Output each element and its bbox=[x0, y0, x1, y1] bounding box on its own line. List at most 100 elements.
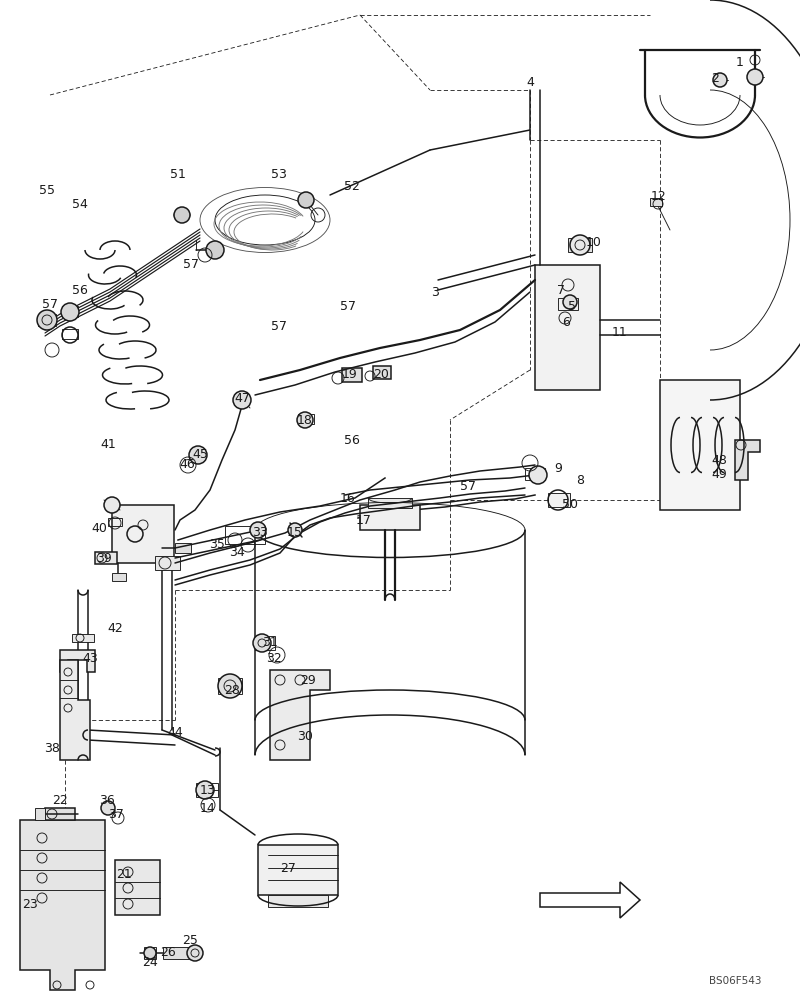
Text: 37: 37 bbox=[108, 808, 124, 822]
Text: 48: 48 bbox=[711, 454, 727, 466]
Text: 47: 47 bbox=[234, 392, 250, 406]
Circle shape bbox=[570, 235, 590, 255]
Circle shape bbox=[563, 295, 577, 309]
Text: 15: 15 bbox=[287, 526, 303, 540]
Text: 13: 13 bbox=[200, 784, 216, 798]
Bar bbox=[258, 845, 338, 895]
Circle shape bbox=[189, 446, 207, 464]
Circle shape bbox=[233, 391, 251, 409]
Text: 17: 17 bbox=[356, 514, 372, 528]
Bar bbox=[525, 468, 545, 480]
Bar bbox=[38, 314, 56, 326]
Text: 2: 2 bbox=[711, 72, 719, 85]
Bar bbox=[45, 808, 75, 820]
Polygon shape bbox=[20, 820, 105, 990]
Text: 56: 56 bbox=[344, 434, 360, 448]
Text: 39: 39 bbox=[96, 552, 112, 566]
Text: 43: 43 bbox=[82, 652, 98, 664]
Circle shape bbox=[187, 945, 203, 961]
Text: 50: 50 bbox=[562, 497, 578, 510]
Text: 57: 57 bbox=[183, 258, 199, 271]
Circle shape bbox=[37, 310, 57, 330]
Text: 5: 5 bbox=[568, 300, 576, 312]
Text: 31: 31 bbox=[262, 637, 278, 650]
Text: 52: 52 bbox=[344, 180, 360, 192]
Text: 22: 22 bbox=[52, 794, 68, 806]
Circle shape bbox=[104, 497, 120, 513]
Text: 57: 57 bbox=[42, 298, 58, 312]
Text: 10: 10 bbox=[586, 235, 602, 248]
Bar bbox=[196, 783, 218, 797]
Bar bbox=[62, 329, 78, 339]
Bar bbox=[35, 808, 45, 820]
Text: 35: 35 bbox=[209, 538, 225, 550]
Text: 27: 27 bbox=[280, 862, 296, 876]
Bar bbox=[298, 414, 314, 424]
Bar bbox=[163, 947, 193, 959]
Bar bbox=[558, 298, 578, 310]
Text: 54: 54 bbox=[72, 198, 88, 212]
Text: 19: 19 bbox=[342, 367, 358, 380]
Text: 28: 28 bbox=[224, 684, 240, 696]
Text: 56: 56 bbox=[72, 284, 88, 298]
Polygon shape bbox=[60, 650, 95, 672]
Circle shape bbox=[529, 466, 547, 484]
Circle shape bbox=[297, 412, 313, 428]
Bar bbox=[218, 678, 242, 694]
Circle shape bbox=[288, 523, 302, 537]
Text: 36: 36 bbox=[99, 794, 115, 806]
Text: 57: 57 bbox=[460, 481, 476, 493]
Text: 7: 7 bbox=[557, 284, 565, 296]
Circle shape bbox=[298, 192, 314, 208]
Text: 21: 21 bbox=[116, 868, 132, 882]
Bar bbox=[95, 552, 117, 564]
Circle shape bbox=[196, 781, 214, 799]
Circle shape bbox=[144, 947, 156, 959]
Text: 44: 44 bbox=[167, 726, 183, 740]
Text: 53: 53 bbox=[271, 168, 287, 182]
Polygon shape bbox=[735, 440, 760, 480]
Text: 24: 24 bbox=[142, 956, 158, 968]
Polygon shape bbox=[60, 660, 90, 760]
Bar bbox=[112, 573, 126, 581]
Text: BS06F543: BS06F543 bbox=[710, 976, 762, 986]
Text: 14: 14 bbox=[200, 802, 216, 814]
Bar bbox=[360, 505, 420, 530]
Text: 55: 55 bbox=[39, 184, 55, 198]
Text: 11: 11 bbox=[612, 326, 628, 340]
Bar bbox=[268, 895, 328, 907]
Bar bbox=[112, 505, 174, 563]
Text: 38: 38 bbox=[44, 742, 60, 754]
Circle shape bbox=[713, 73, 727, 87]
Text: 18: 18 bbox=[297, 414, 313, 426]
Circle shape bbox=[218, 674, 242, 698]
Text: 33: 33 bbox=[252, 526, 268, 540]
Text: 57: 57 bbox=[340, 300, 356, 312]
Bar bbox=[225, 526, 265, 544]
Text: 30: 30 bbox=[297, 730, 313, 744]
Text: 25: 25 bbox=[182, 934, 198, 946]
Circle shape bbox=[250, 522, 266, 538]
Text: 57: 57 bbox=[271, 320, 287, 332]
Bar bbox=[342, 368, 362, 382]
Polygon shape bbox=[535, 265, 600, 390]
Circle shape bbox=[61, 303, 79, 321]
Polygon shape bbox=[270, 670, 330, 760]
Circle shape bbox=[747, 69, 763, 85]
Bar bbox=[115, 860, 160, 915]
Text: 41: 41 bbox=[100, 438, 116, 450]
Circle shape bbox=[174, 207, 190, 223]
Bar bbox=[373, 366, 391, 379]
Bar bbox=[548, 493, 570, 507]
Text: 46: 46 bbox=[179, 458, 195, 472]
Circle shape bbox=[253, 634, 271, 652]
Text: 42: 42 bbox=[107, 622, 123, 636]
Bar bbox=[155, 556, 180, 570]
Text: 23: 23 bbox=[22, 898, 38, 912]
Bar bbox=[108, 518, 122, 526]
Text: 6: 6 bbox=[562, 316, 570, 330]
Text: 34: 34 bbox=[229, 546, 245, 560]
Text: 40: 40 bbox=[91, 522, 107, 536]
Text: 9: 9 bbox=[554, 462, 562, 475]
Bar bbox=[144, 947, 156, 959]
